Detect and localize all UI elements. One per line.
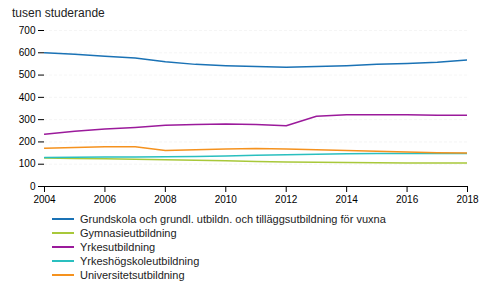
svg-text:2010: 2010 [215, 194, 238, 205]
svg-text:700: 700 [19, 25, 36, 36]
html-text:Grundskola och grundl. utbildn: Grundskola och grundl. utbildn. och till… [80, 213, 386, 225]
svg-text:600: 600 [19, 47, 36, 58]
svg-text:500: 500 [19, 69, 36, 80]
svg-text:400: 400 [19, 92, 36, 103]
html-text:Universitetsutbildning: Universitetsutbildning [80, 269, 185, 281]
svg-text:300: 300 [19, 114, 36, 125]
svg-text:0: 0 [30, 181, 36, 192]
html-text:Yrkesutbildning: Yrkesutbildning [80, 241, 156, 253]
svg-text:100: 100 [19, 158, 36, 169]
html-text:Gymnasieutbildning: Gymnasieutbildning [80, 227, 177, 239]
svg-text:2006: 2006 [94, 194, 117, 205]
svg-text:2004: 2004 [33, 194, 56, 205]
svg-text:2012: 2012 [275, 194, 298, 205]
svg-text:2008: 2008 [154, 194, 177, 205]
html-text:tusen studerande: tusen studerande [12, 6, 105, 20]
svg-text:2014: 2014 [336, 194, 359, 205]
svg-text:200: 200 [19, 136, 36, 147]
svg-text:2018: 2018 [456, 194, 479, 205]
html-text:Yrkeshögskoleutbildning: Yrkeshögskoleutbildning [80, 255, 200, 267]
svg-text:2016: 2016 [396, 194, 419, 205]
